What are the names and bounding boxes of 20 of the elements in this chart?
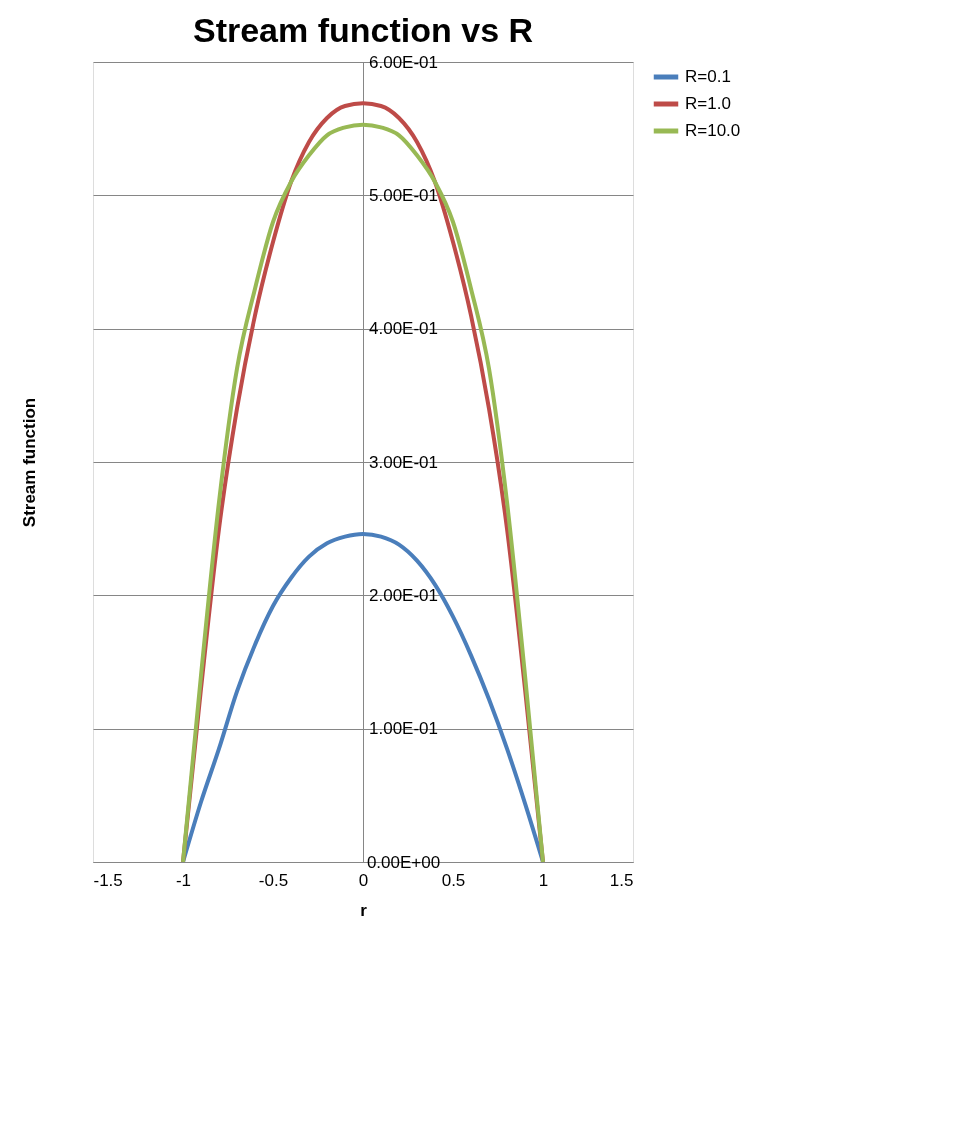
y-tick-label: 2.00E-01: [369, 585, 438, 605]
chart-title: Stream function vs R: [192, 11, 534, 49]
y-tick-label: 6.00E-01: [369, 52, 438, 72]
y-tick-label: 5.00E-01: [369, 185, 438, 205]
y-tick-label: 1.00E-01: [369, 719, 438, 739]
x-tick-label: 0.5: [441, 870, 466, 890]
x-tick-label: 1: [538, 870, 549, 890]
y-tick-label: 0.00E+00: [366, 852, 441, 872]
x-tick-label: -1.5: [93, 870, 123, 890]
y-axis-title: Stream function: [19, 397, 39, 528]
x-tick-label: 1.5: [609, 870, 634, 890]
x-tick-label: -1: [175, 870, 192, 890]
y-tick-label: 3.00E-01: [369, 452, 438, 472]
legend-label: R=1.0: [685, 94, 731, 113]
legend-label: R=10.0: [685, 121, 741, 140]
x-axis-title: r: [360, 900, 368, 920]
legend-label: R=0.1: [685, 67, 731, 86]
x-tick-label: -0.5: [258, 870, 289, 890]
y-tick-label: 4.00E-01: [369, 319, 438, 339]
x-tick-label: 0: [358, 870, 369, 890]
